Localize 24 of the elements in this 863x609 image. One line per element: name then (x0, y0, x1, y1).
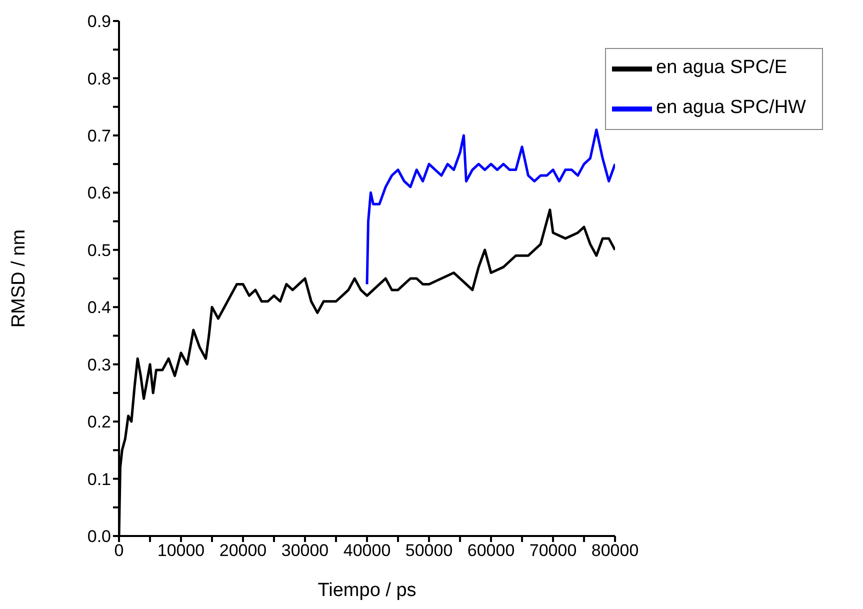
x-tick-label: 60000 (467, 541, 515, 560)
x-tick-label: 40000 (343, 541, 391, 560)
y-tick-label: 0.4 (87, 298, 111, 318)
x-tick-label: 50000 (405, 541, 453, 560)
x-tick-label: 0 (114, 541, 124, 560)
y-tick-label: 0.9 (87, 12, 111, 32)
x-tick-label: 20000 (219, 541, 267, 560)
x-tick-label: 70000 (529, 541, 577, 560)
y-tick-label: 0.6 (87, 184, 111, 203)
y-tick-label: 0.2 (87, 412, 111, 432)
y-tick-label: 0.3 (87, 355, 111, 374)
line-series (366, 128, 616, 286)
y-axis-title: RMSD / nm (8, 229, 30, 328)
y-tick-label: 0.1 (87, 470, 111, 489)
legend-label: en agua SPC/E (656, 57, 788, 78)
x-axis-title: Tiempo / ps (318, 580, 416, 601)
y-tick-label: 0.0 (87, 527, 111, 546)
y-tick-label: 0.7 (87, 126, 111, 146)
legend-label: en agua SPC/HW (656, 97, 806, 118)
x-tick-label: 10000 (157, 541, 205, 560)
x-tick-label: 30000 (281, 541, 329, 560)
y-tick-label: 0.5 (87, 240, 111, 260)
y-tick-label: 0.8 (87, 69, 111, 88)
x-tick-label: 80000 (591, 541, 639, 560)
